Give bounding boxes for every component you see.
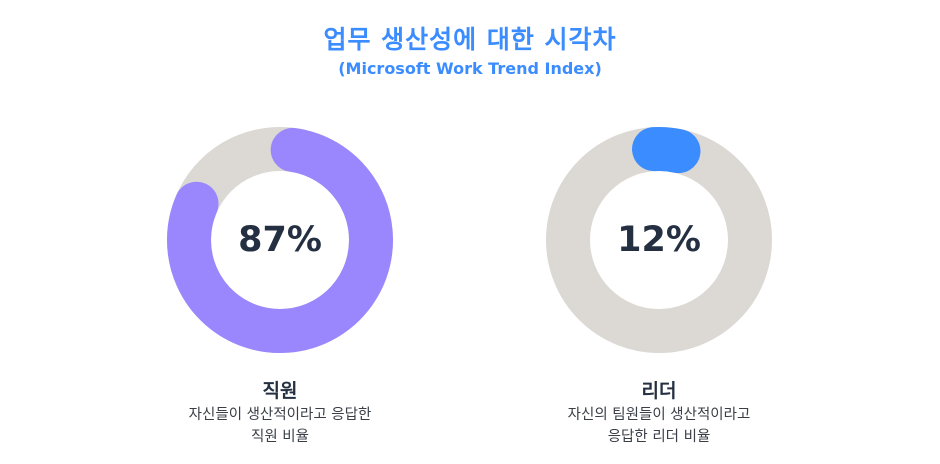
donut-leader: 12%	[546, 127, 772, 353]
chart-label-leader: 리더	[641, 380, 677, 402]
chart-description-leader: 자신의 팀원들이 생산적이라고 응답한 리더 비율	[499, 404, 819, 448]
page-title: 업무 생산성에 대한 시각차	[323, 25, 617, 54]
donut-employee: 87%	[167, 127, 393, 353]
description-line: 직원 비율	[251, 429, 309, 445]
description-line: 자신의 팀원들이 생산적이라고	[567, 407, 751, 423]
page-subtitle: (Microsoft Work Trend Index)	[338, 59, 602, 78]
chart-label-employee: 직원	[262, 380, 298, 402]
description-line: 응답한 리더 비율	[607, 429, 711, 445]
value-label-leader: 12%	[617, 220, 701, 260]
description-line: 자신들이 생산적이라고 응답한	[188, 407, 372, 423]
donut-arc-leader	[632, 127, 701, 174]
value-label-employee: 87%	[238, 220, 322, 260]
chart-description-employee: 자신들이 생산적이라고 응답한 직원 비율	[120, 404, 440, 448]
donut-arc-employee	[167, 127, 393, 353]
